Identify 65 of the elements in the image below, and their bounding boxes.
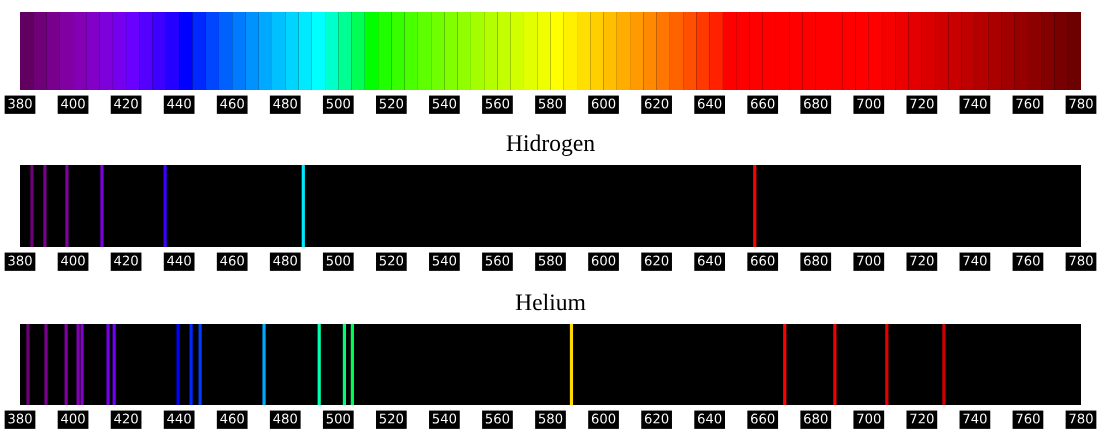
x-tick-label: 640 — [697, 255, 722, 266]
x-tick-label: 500 — [326, 255, 351, 266]
x-tick-label: 400 — [61, 413, 85, 424]
x-tick-label: 640 — [697, 413, 722, 424]
x-tick-label: 740 — [963, 98, 987, 109]
x-tick-label: 440 — [167, 98, 191, 109]
x-tick-label: 700 — [857, 98, 881, 109]
x-tick-label: 600 — [591, 255, 616, 266]
chart-title: Hidrogen — [506, 134, 595, 156]
x-tick-label: 440 — [167, 255, 191, 266]
x-tick-label: 620 — [644, 255, 669, 266]
x-tick-label: 460 — [220, 98, 244, 109]
x-tick-label: 780 — [1069, 255, 1093, 266]
x-tick-label: 760 — [1016, 255, 1040, 266]
x-tick-label: 580 — [538, 98, 563, 109]
x-tick-label: 460 — [220, 413, 244, 424]
x-tick-label: 600 — [591, 413, 616, 424]
x-tick-label: 580 — [538, 413, 563, 424]
x-tick-label: 520 — [379, 413, 404, 424]
x-tick-label: 420 — [114, 98, 138, 109]
x-tick-label: 740 — [963, 413, 987, 424]
x-tick-label: 780 — [1069, 98, 1093, 109]
x-tick-label: 400 — [61, 255, 85, 266]
x-tick-label: 560 — [485, 413, 510, 424]
x-tick-label: 760 — [1016, 98, 1040, 109]
x-tick-label: 700 — [857, 413, 881, 424]
x-tick-label: 480 — [273, 413, 297, 424]
x-tick-label: 540 — [432, 413, 457, 424]
x-tick-label: 540 — [432, 98, 457, 109]
x-tick-label: 720 — [910, 98, 934, 109]
x-tick-label: 500 — [326, 98, 351, 109]
x-tick-label: 520 — [379, 255, 404, 266]
x-tick-label: 420 — [114, 255, 138, 266]
chart-title: Helium — [515, 293, 586, 311]
x-tick-label: 640 — [697, 98, 722, 109]
x-tick-label: 620 — [644, 98, 669, 109]
x-tick-label: 480 — [273, 98, 297, 109]
x-tick-label: 380 — [8, 98, 32, 109]
x-tick-label: 440 — [167, 413, 191, 424]
x-tick-label: 680 — [804, 255, 828, 266]
x-tick-label: 500 — [326, 413, 351, 424]
x-tick-label: 680 — [804, 413, 828, 424]
x-tick-label: 680 — [804, 98, 828, 109]
x-tick-label: 700 — [857, 255, 881, 266]
x-tick-label: 740 — [963, 255, 987, 266]
x-tick-label: 760 — [1016, 413, 1040, 424]
x-tick-label: 600 — [591, 98, 616, 109]
x-tick-label: 620 — [644, 413, 669, 424]
x-tick-label: 720 — [910, 255, 934, 266]
x-tick-label: 780 — [1069, 413, 1093, 424]
x-tick-label: 400 — [61, 98, 85, 109]
x-tick-label: 720 — [910, 413, 934, 424]
x-tick-label: 540 — [432, 255, 457, 266]
x-tick-label: 380 — [8, 413, 32, 424]
x-tick-label: 520 — [379, 98, 404, 109]
x-tick-label: 560 — [485, 255, 510, 266]
x-tick-label: 660 — [751, 255, 775, 266]
x-tick-label: 660 — [751, 413, 775, 424]
x-tick-label: 660 — [751, 98, 775, 109]
x-tick-label: 480 — [273, 255, 297, 266]
x-tick-label: 380 — [8, 255, 32, 266]
x-tick-label: 560 — [485, 98, 510, 109]
x-tick-label: 420 — [114, 413, 138, 424]
x-tick-label: 580 — [538, 255, 563, 266]
x-tick-label: 460 — [220, 255, 244, 266]
